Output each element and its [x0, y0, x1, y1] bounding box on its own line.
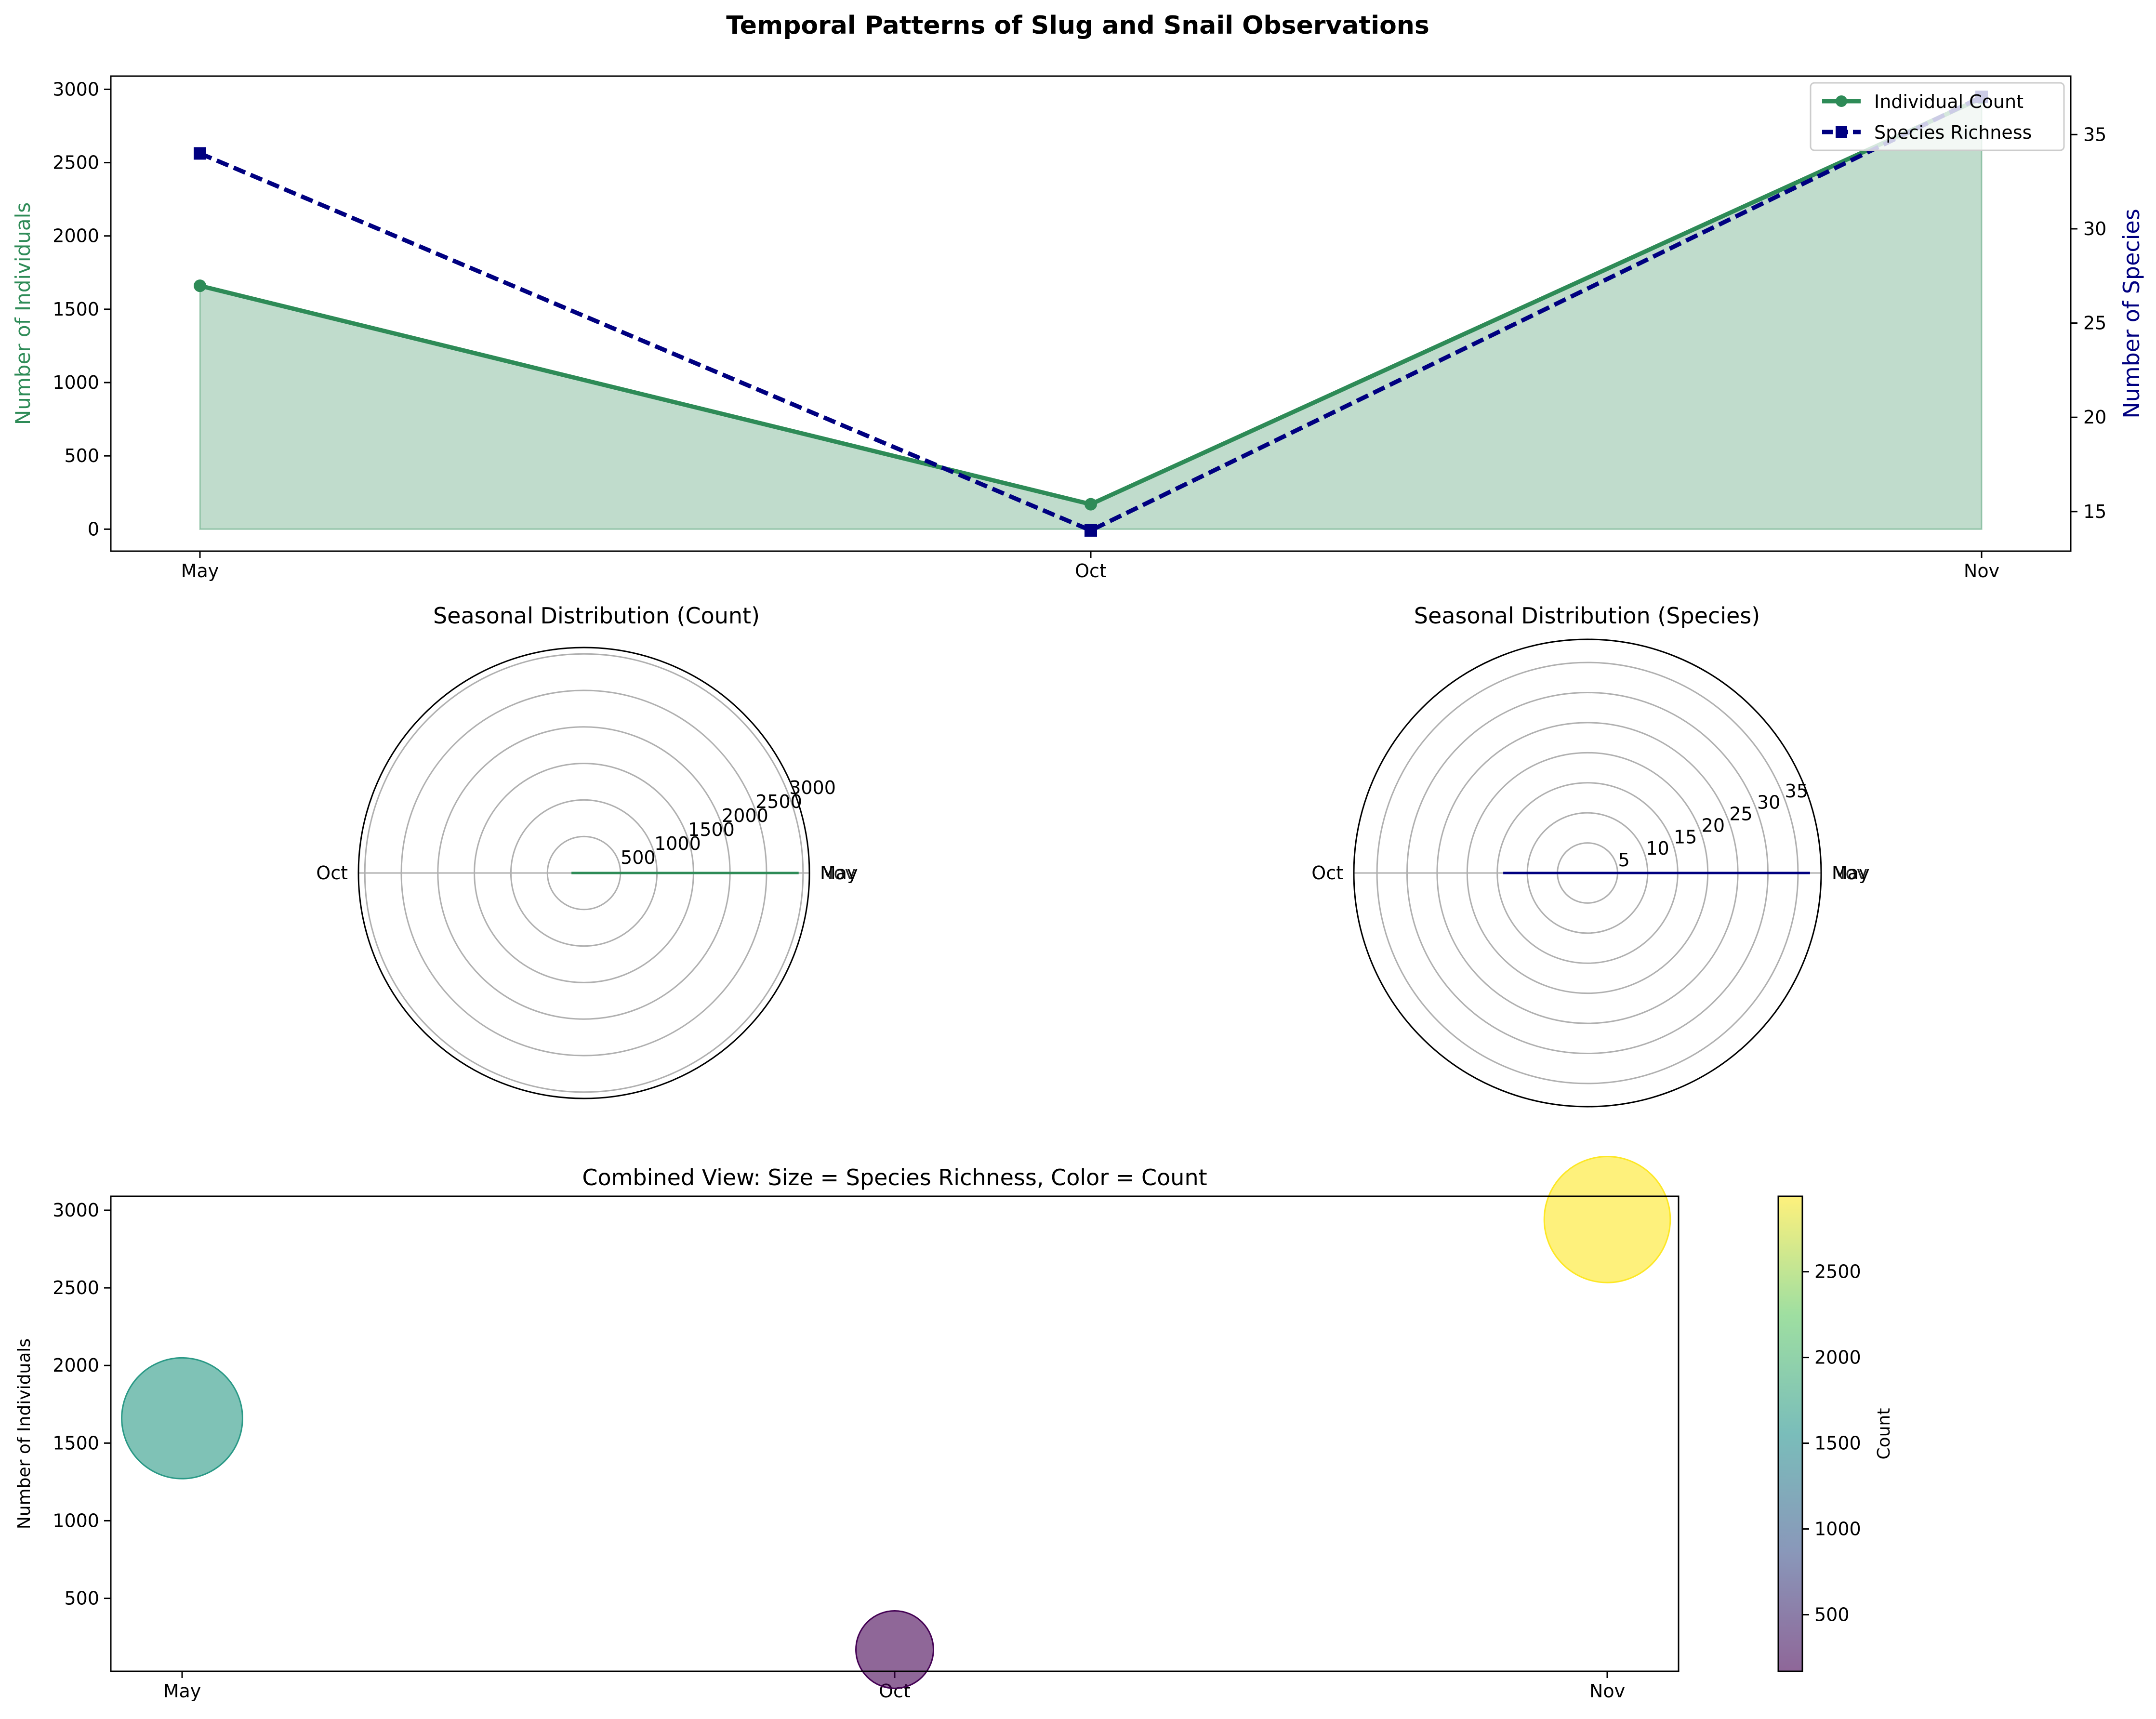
x-tick-label: Nov [1964, 560, 1999, 582]
y-tick-label: 2500 [53, 1277, 99, 1298]
legend-label-species: Species Richness [1874, 122, 2032, 143]
top-y-axis-label: Number of Individuals [11, 202, 35, 425]
legend-label-count: Individual Count [1874, 91, 2024, 112]
bubble-point [121, 1357, 243, 1480]
figure-title: Temporal Patterns of Slug and Snail Obse… [726, 11, 1429, 40]
polar-count-title: Seasonal Distribution (Count) [433, 603, 760, 629]
top-y2-axis-label: Number of Species [2118, 209, 2144, 418]
y-tick-label: 500 [64, 1588, 99, 1609]
y-tick-label: 1500 [53, 299, 99, 320]
legend-marker-count [1836, 95, 1847, 107]
polar-theta-label: Nov [820, 862, 856, 884]
polar-species-title: Seasonal Distribution (Species) [1414, 603, 1760, 629]
polar-theta-label: Nov [1832, 862, 1867, 884]
polar-species-chart: Seasonal Distribution (Species) 5 1015202… [1311, 603, 1870, 1108]
polar-theta-label: May [1832, 862, 1870, 884]
count-point [194, 279, 206, 292]
colorbar-tick-label: 500 [1814, 1604, 1850, 1626]
polar-r-tick-label: 35 [1785, 780, 1808, 802]
top-legend: Individual Count Species Richness [1810, 82, 2065, 151]
y-tick-label: 2500 [53, 152, 99, 173]
y2-tick-label: 30 [2083, 218, 2106, 239]
x-tick-label: Nov [1589, 1680, 1625, 1702]
colorbar-tick-label: 1000 [1814, 1519, 1861, 1540]
polar-r-tick-label: 3000 [789, 777, 836, 798]
colorbar-tick-label: 2500 [1814, 1261, 1861, 1283]
legend-marker-species [1836, 126, 1847, 138]
polar-r-tick-label: 10 [1646, 838, 1669, 859]
y-tick-label: 1000 [53, 1510, 99, 1531]
bottom-title: Combined View: Size = Species Richness, … [582, 1164, 1207, 1190]
y-tick-label: 3000 [53, 79, 99, 100]
y-tick-label: 0 [88, 518, 99, 540]
colorbar [1777, 1195, 1803, 1672]
y-tick-label: 3000 [53, 1200, 99, 1221]
count-point [1085, 498, 1097, 511]
y-tick-label: 1000 [53, 372, 99, 393]
bubble-point [1543, 1156, 1671, 1283]
y2-tick-label: 25 [2083, 313, 2106, 334]
y-tick-label: 2000 [53, 1355, 99, 1376]
polar-frame [357, 647, 810, 1099]
polar-r-tick-label: 25 [1729, 804, 1752, 825]
polar-theta-label: Oct [1311, 862, 1343, 884]
polar-r-tick-label: 2500 [755, 791, 802, 812]
bottom-scatter-chart: Combined View: Size = Species Richness, … [14, 1156, 1894, 1702]
y-tick-label: 1500 [53, 1432, 99, 1454]
polar-count-chart: Seasonal Distribution (Count) 5001000150… [316, 603, 858, 1099]
polar-r-tick-label: 5 [1618, 849, 1630, 871]
species-point [194, 147, 206, 160]
bubble-point [855, 1610, 934, 1689]
polar-r-tick-label: 1000 [654, 833, 701, 854]
y2-tick-label: 35 [2083, 124, 2106, 145]
count-area-fill [199, 97, 1983, 530]
top-line-chart: 0 500 1000 1500 2000 2500 3000 15 20 25 30 35 May Oct… [11, 75, 2144, 582]
x-tick-label: May [181, 560, 219, 582]
y-tick-label: 2000 [53, 225, 99, 247]
y-tick-label: 500 [64, 445, 99, 466]
x-tick-label: May [163, 1680, 201, 1702]
y2-tick-label: 15 [2083, 501, 2106, 522]
polar-r-tick-label: 30 [1757, 792, 1780, 813]
legend-frame [1810, 82, 2065, 151]
polar-r-tick-label: 1500 [688, 819, 735, 840]
polar-r-tick-label: 500 [621, 847, 656, 868]
colorbar-tick-label: 1500 [1814, 1433, 1861, 1454]
polar-theta-label: May [820, 862, 858, 884]
colorbar-tick-label: 2000 [1814, 1347, 1861, 1368]
bottom-y-axis-label: Number of Individuals [14, 1338, 34, 1529]
y2-tick-label: 20 [2083, 407, 2106, 428]
polar-theta-label: Oct [316, 862, 348, 884]
colorbar-label: Count [1874, 1408, 1894, 1460]
polar-r-tick-label: 15 [1674, 826, 1697, 847]
species-series-line [199, 94, 1983, 533]
polar-r-tick-label: 20 [1702, 815, 1725, 836]
species-point [1085, 524, 1097, 537]
x-tick-label: Oct [1075, 560, 1107, 582]
bottom-plot-frame [110, 1195, 1680, 1672]
top-plot-frame [110, 75, 2072, 552]
polar-frame [1353, 638, 1822, 1108]
polar-r-tick-label: 2000 [722, 805, 768, 826]
